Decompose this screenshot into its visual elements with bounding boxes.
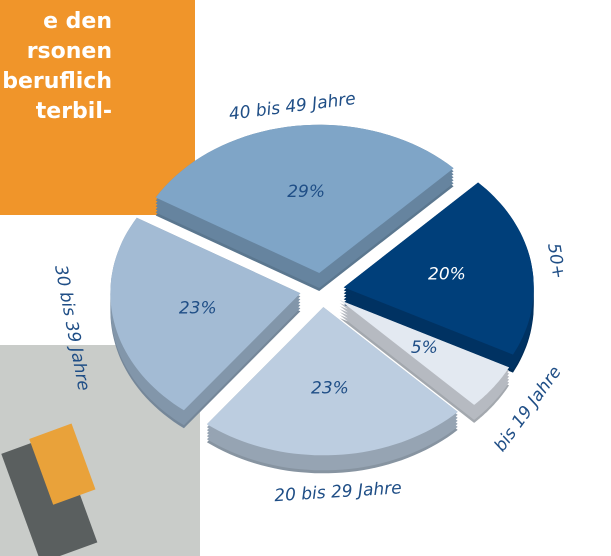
slice [110,217,301,411]
box-text: rsonen [27,39,112,64]
value-label: 20% [428,265,466,285]
value-label: 5% [411,338,438,358]
photo-object [29,423,96,505]
slice [339,300,510,405]
value-label: 29% [287,182,325,202]
box-text: e den [43,9,112,34]
box-text: terbil- [36,99,112,124]
orange-box [0,0,195,215]
box-text: beruflich [2,69,112,94]
slice [155,124,454,273]
slice [343,182,534,355]
category-label: 40 bis 49 Jahre [228,89,357,125]
slice [206,307,458,456]
photo-object [1,433,98,556]
category-label: 50+ [543,242,568,281]
value-label: 23% [179,298,217,318]
value-label: 23% [311,378,349,398]
category-label: 20 bis 29 Jahre [274,478,403,506]
